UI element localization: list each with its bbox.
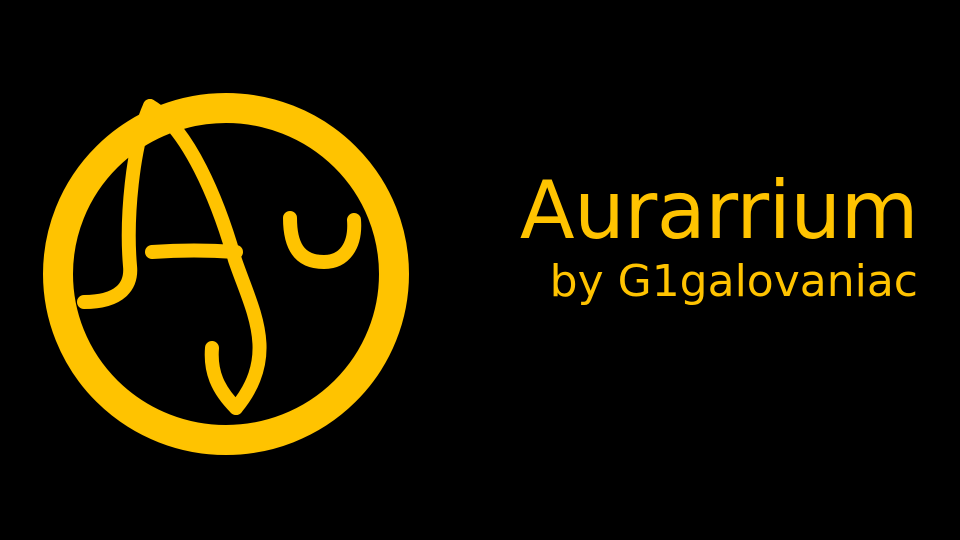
- brand-title: Aurarrium: [519, 164, 919, 257]
- au-circle-logo-icon: [43, 93, 409, 455]
- brand-subtitle: by G1galovaniac: [549, 256, 918, 307]
- wordmark: Aurarrium by G1galovaniac: [519, 164, 919, 310]
